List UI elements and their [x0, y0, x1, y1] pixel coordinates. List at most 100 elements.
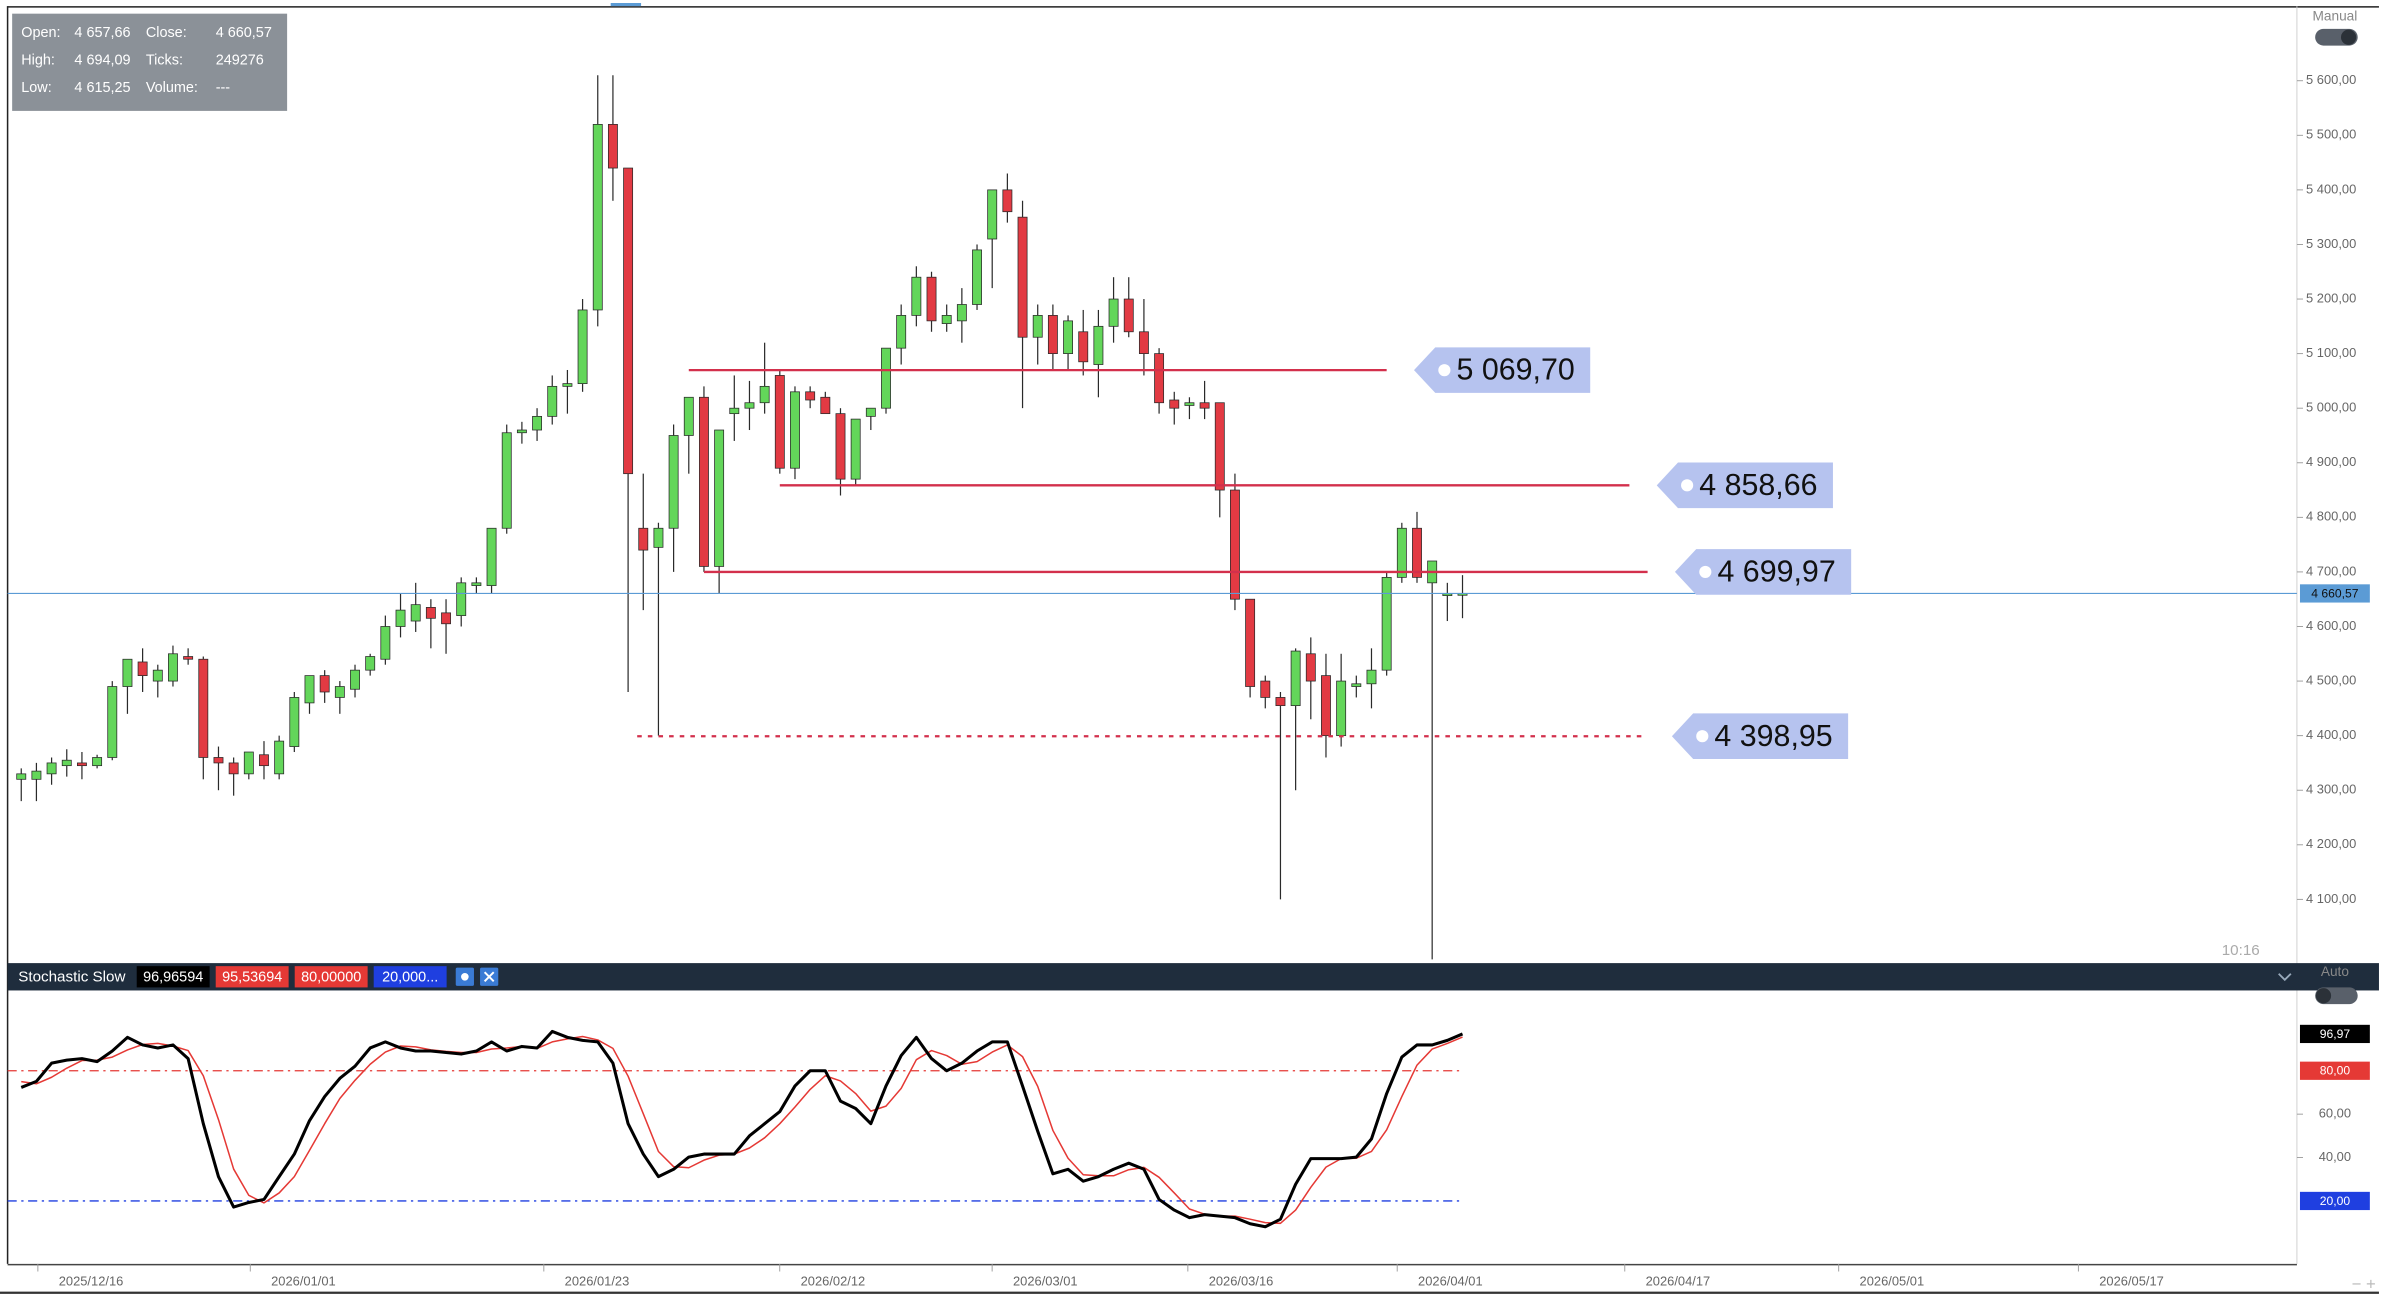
candle-body — [1047, 315, 1058, 354]
candle-body — [896, 315, 907, 349]
price-level-label: 4 699,97 — [1717, 554, 1835, 588]
legend-value: 96,96594 — [143, 969, 203, 985]
candle-body — [319, 675, 330, 693]
candle-body — [122, 658, 133, 687]
candle-body — [956, 304, 967, 322]
candle-body — [198, 658, 209, 758]
candle-body — [1169, 399, 1180, 409]
candle-body — [471, 582, 482, 586]
candle-body — [1002, 189, 1013, 213]
candle-body — [456, 582, 467, 616]
candle-body — [243, 751, 254, 775]
candle-body — [1305, 653, 1316, 682]
candle-body — [1381, 576, 1392, 671]
candle-body — [1138, 331, 1149, 354]
candle-body — [1078, 331, 1089, 363]
x-tick-label: 2026/03/01 — [1013, 1274, 1078, 1289]
price-level-dot — [1699, 565, 1712, 579]
y-tick-label: 4 100,00 — [2306, 891, 2356, 906]
ohlc-info-text: 4 615,25 — [74, 80, 130, 96]
y-tick-label: 4 200,00 — [2306, 836, 2356, 851]
candle-body — [516, 429, 527, 434]
ohlc-info-text: Close: — [146, 25, 187, 41]
last-price-box — [2299, 584, 2370, 603]
x-tick-label: 2026/01/23 — [565, 1274, 630, 1289]
candle-body — [107, 686, 118, 758]
candle-body — [213, 757, 224, 764]
candle-body — [380, 626, 391, 660]
axis-value-label: 96,97 — [2320, 1027, 2351, 1041]
y-tick-label: 5 300,00 — [2306, 236, 2356, 251]
axis-value-box — [2299, 1024, 2370, 1044]
candle-body — [987, 189, 998, 240]
candle-body — [1230, 489, 1240, 600]
candle-body — [729, 407, 740, 415]
level-axis-label: 80,00 — [2320, 1064, 2351, 1078]
y-tick-label: 4 300,00 — [2306, 782, 2356, 797]
legend-value-box — [136, 966, 210, 988]
zoom-controls[interactable]: − + — [2352, 1275, 2376, 1294]
price-level-label: 5 069,70 — [1457, 353, 1575, 387]
candle-body — [1214, 402, 1225, 491]
candle-body — [76, 762, 87, 767]
candle-body — [228, 762, 239, 775]
mode-label: Manual — [2313, 8, 2358, 23]
candle-body — [1017, 216, 1028, 338]
candle-body — [1108, 298, 1119, 327]
candle-body — [137, 661, 148, 676]
candle-body — [92, 757, 103, 767]
candle-body — [926, 276, 937, 322]
collapse-chevron[interactable] — [2278, 973, 2292, 982]
candle-body — [759, 385, 770, 404]
candle-body — [941, 315, 952, 324]
candle-body — [1275, 697, 1286, 707]
time-label: 10:16 — [2222, 942, 2260, 959]
candle-body — [638, 527, 649, 551]
candle-body — [577, 309, 588, 385]
close-icon — [483, 971, 495, 983]
candle-body — [774, 375, 785, 469]
candle-body — [1093, 325, 1104, 365]
candle-body — [152, 669, 163, 682]
candle-body — [350, 669, 360, 690]
candle-body — [1412, 527, 1422, 578]
price-level-dot — [1696, 730, 1709, 743]
candle-body — [805, 391, 816, 401]
candle-body — [714, 429, 725, 567]
candle-body — [16, 773, 27, 780]
candle-body — [911, 276, 922, 316]
legend-value: 95,53694 — [222, 969, 282, 985]
ohlc-info-text: 4 694,09 — [74, 53, 130, 69]
stochastic-line — [20, 1029, 1464, 1229]
price-panel: 4 100,00 4 200,00 4 300,00 4 400,00 4 500,00… — [7, 13, 2370, 960]
candle-body — [1063, 320, 1073, 354]
candle-body — [1396, 527, 1407, 578]
candle-body — [46, 762, 57, 775]
ohlc-info-text: Low: — [21, 80, 51, 96]
candle-body — [1260, 680, 1271, 698]
y-tick-label: 5 100,00 — [2306, 345, 2356, 360]
y-tick-label: 4 800,00 — [2306, 509, 2356, 524]
candle-body — [1351, 683, 1362, 687]
candle-body — [850, 418, 861, 480]
y-tick-label: 4 400,00 — [2306, 727, 2356, 742]
legend-level-value: 80,00000 — [301, 969, 361, 985]
candle-body — [486, 527, 497, 586]
candle-body — [623, 167, 634, 475]
candle-body — [699, 396, 709, 567]
candle-body — [395, 609, 406, 627]
candle-body — [1321, 675, 1331, 737]
price-level-box — [1671, 713, 1849, 760]
candle-body — [820, 396, 831, 415]
ohlc-info-text: 4 657,66 — [74, 25, 130, 41]
candle-body — [1154, 353, 1165, 404]
candle-body — [274, 740, 285, 775]
ohlc-info-text: High: — [21, 53, 55, 69]
candle-body — [289, 697, 300, 747]
candle-body — [592, 124, 603, 311]
x-tick-label: 2026/05/17 — [2099, 1274, 2164, 1289]
last-price-label: 4 660,57 — [2311, 586, 2359, 600]
y-tick-label: 5 400,00 — [2306, 181, 2356, 196]
